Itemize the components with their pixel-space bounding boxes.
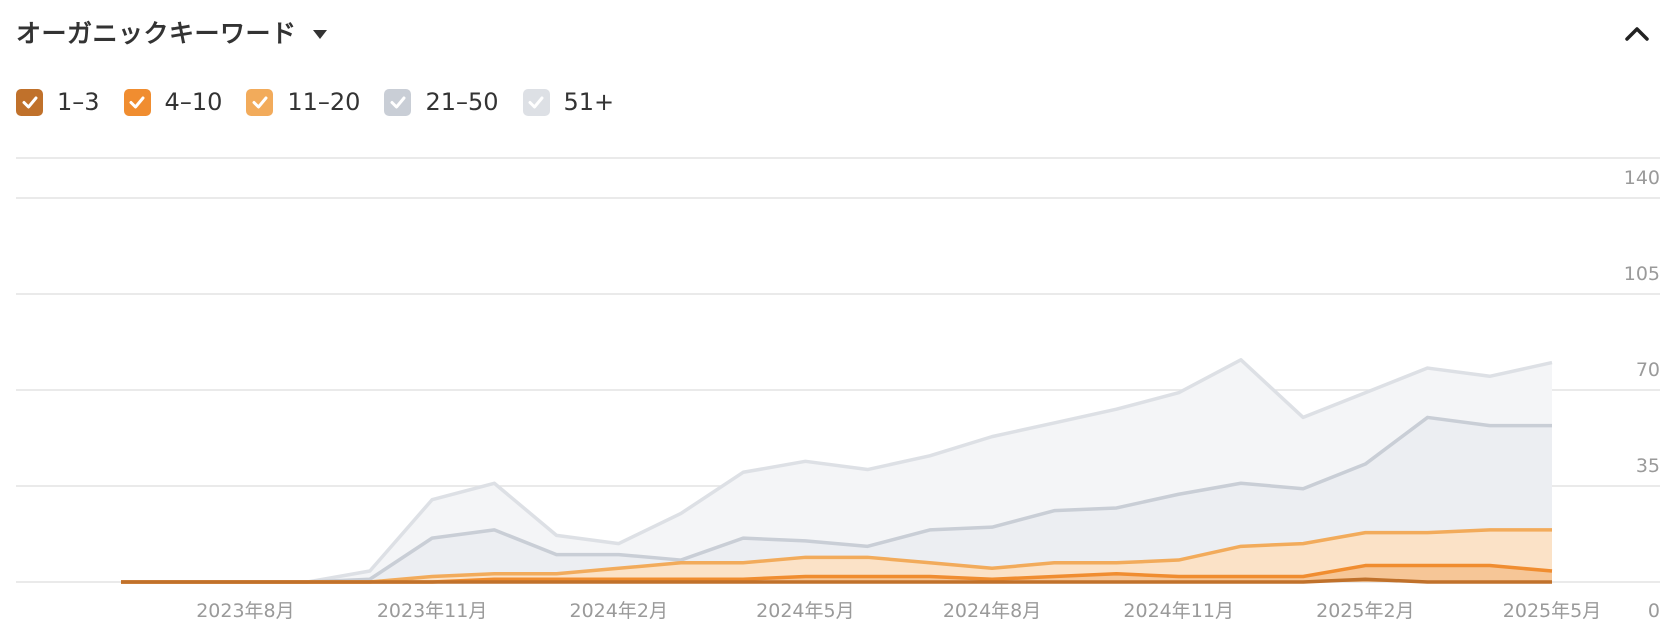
collapse-button[interactable] <box>1622 18 1652 48</box>
legend-label: 4–10 <box>164 88 223 116</box>
legend-item-1-3[interactable]: 1–3 <box>16 88 100 116</box>
line-21–50 <box>121 415 1552 584</box>
caret-down-icon[interactable] <box>312 29 327 39</box>
x-tick-label: 2023年8月 <box>196 600 294 622</box>
check-icon <box>390 96 406 109</box>
chart-header: オーガニックキーワード <box>16 14 327 50</box>
x-tick-label: 2024年2月 <box>570 600 668 622</box>
area-21–50 <box>121 417 1552 582</box>
line-1–3 <box>121 577 1552 584</box>
y-axis-ticks: 0 35 70 105 140 <box>1624 167 1660 622</box>
legend-item-21-50[interactable]: 21–50 <box>384 88 499 116</box>
x-tick-label: 2023年11月 <box>377 600 488 622</box>
series-lines <box>121 358 1553 584</box>
legend-label: 1–3 <box>57 88 100 116</box>
legend-label: 51+ <box>563 88 615 116</box>
y-tick-label: 0 <box>1648 600 1660 622</box>
y-tick-label: 35 <box>1636 455 1660 477</box>
line-51+ <box>121 358 1553 584</box>
check-icon <box>129 96 145 109</box>
checkbox-21-50[interactable] <box>384 88 412 116</box>
y-tick-label: 140 <box>1624 167 1660 189</box>
chart-title: オーガニックキーワード <box>16 19 297 48</box>
area-11–20 <box>121 529 1552 582</box>
x-tick-label: 2025年5月 <box>1503 600 1601 622</box>
y-tick-label: 70 <box>1636 359 1660 381</box>
chart-legend: 1–3 4–10 11–20 21–50 51+ <box>16 86 638 118</box>
x-tick-label: 2024年8月 <box>943 600 1041 622</box>
legend-item-11-20[interactable]: 11–20 <box>246 88 360 116</box>
legend-item-4-10[interactable]: 4–10 <box>123 88 223 116</box>
legend-label: 11–20 <box>287 88 361 116</box>
check-icon <box>528 96 544 109</box>
x-tick-label: 2024年11月 <box>1123 600 1234 622</box>
y-tick-label: 105 <box>1624 263 1660 285</box>
checkbox-51-plus[interactable] <box>522 88 550 116</box>
series-areas <box>121 359 1552 582</box>
x-axis-ticks: 2023年8月 2023年11月 2024年2月 2024年5月 2024年8月 2024… <box>196 600 1601 622</box>
x-tick-label: 2024年5月 <box>756 600 854 622</box>
x-tick-label: 2025年2月 <box>1316 600 1414 622</box>
chevron-up-icon <box>1625 27 1649 41</box>
checkbox-11-20[interactable] <box>246 88 274 116</box>
legend-label: 21–50 <box>425 88 499 116</box>
area-51+ <box>121 359 1552 582</box>
legend-item-51-plus[interactable]: 51+ <box>522 88 615 116</box>
checkbox-4-10[interactable] <box>123 88 151 116</box>
checkbox-1-3[interactable] <box>16 88 43 116</box>
check-icon <box>22 96 37 109</box>
check-icon <box>252 96 268 109</box>
